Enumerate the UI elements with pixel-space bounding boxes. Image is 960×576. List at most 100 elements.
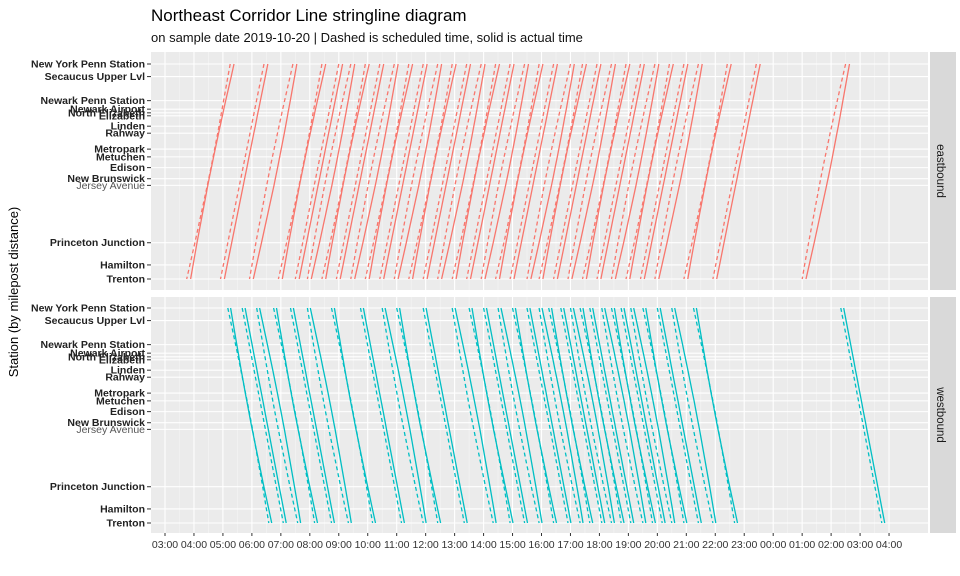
- y-tick-label: Metropark: [94, 144, 145, 156]
- actual-trace-westbound: [292, 307, 336, 524]
- x-tick-label: 08:00: [297, 539, 323, 551]
- scheduled-trace-westbound: [306, 307, 350, 524]
- actual-trace-westbound: [550, 307, 594, 524]
- actual-trace-eastbound: [614, 63, 660, 280]
- chart-subtitle: on sample date 2019-10-20 | Dashed is sc…: [151, 30, 583, 45]
- actual-trace-eastbound: [397, 63, 443, 280]
- actual-trace-westbound: [454, 307, 497, 524]
- strip-label-westbound: westbound: [934, 386, 946, 443]
- actual-trace-eastbound: [223, 63, 269, 280]
- scheduled-trace-eastbound: [639, 63, 685, 280]
- y-tick-label: Princeton Junction: [50, 481, 145, 493]
- actual-trace-westbound: [592, 307, 635, 524]
- actual-trace-eastbound: [411, 63, 457, 280]
- actual-trace-eastbound: [542, 63, 588, 280]
- y-tick-label: Edison: [110, 406, 145, 418]
- x-tick-label: 09:00: [326, 539, 352, 551]
- actual-trace-eastbound: [498, 63, 544, 280]
- actual-trace-eastbound: [189, 63, 235, 280]
- actual-trace-eastbound: [585, 63, 631, 280]
- scheduled-trace-eastbound: [422, 63, 468, 280]
- y-tick-label: Trenton: [107, 274, 146, 286]
- scheduled-trace-eastbound: [581, 63, 627, 280]
- y-tick-label: New York Penn Station: [31, 303, 145, 315]
- scheduled-trace-westbound: [451, 307, 494, 524]
- actual-trace-eastbound: [469, 63, 515, 280]
- actual-trace-westbound: [695, 307, 739, 524]
- actual-trace-westbound: [604, 307, 647, 524]
- actual-trace-westbound: [384, 307, 427, 524]
- scheduled-trace-westbound: [560, 307, 603, 524]
- actual-trace-westbound: [659, 307, 702, 524]
- x-tick-label: 22:00: [702, 539, 728, 551]
- scheduled-trace-westbound: [620, 307, 663, 524]
- y-tick-label: Trenton: [107, 518, 146, 530]
- scheduled-trace-westbound: [671, 307, 714, 524]
- y-tick-label: Princeton Junction: [50, 237, 145, 249]
- actual-trace-westbound: [258, 307, 302, 524]
- x-tick-label: 11:00: [384, 539, 410, 551]
- scheduled-trace-westbound: [482, 307, 526, 524]
- y-tick-label: Newark Airport: [70, 104, 145, 116]
- scheduled-trace-eastbound: [219, 63, 265, 280]
- x-tick-label: 04:00: [181, 539, 207, 551]
- actual-trace-eastbound: [513, 63, 559, 280]
- actual-trace-westbound: [514, 307, 558, 524]
- scheduled-trace-westbound: [569, 307, 613, 524]
- actual-trace-eastbound: [716, 63, 761, 280]
- actual-trace-eastbound: [556, 63, 602, 280]
- actual-trace-eastbound: [530, 63, 575, 280]
- scheduled-trace-eastbound: [306, 63, 352, 280]
- actual-trace-eastbound: [629, 63, 674, 280]
- scheduled-trace-eastbound: [625, 63, 671, 280]
- actual-trace-eastbound: [281, 63, 327, 280]
- chart-title: Northeast Corridor Line stringline diagr…: [151, 6, 467, 25]
- x-tick-label: 12:00: [413, 539, 439, 551]
- x-tick-label: 21:00: [673, 539, 699, 551]
- actual-trace-eastbound: [643, 63, 689, 280]
- y-tick-label: Newark Penn Station: [41, 339, 145, 351]
- scheduled-trace-eastbound: [321, 63, 366, 280]
- scheduled-trace-eastbound: [494, 63, 540, 280]
- scheduled-trace-eastbound: [538, 63, 584, 280]
- actual-trace-westbound: [362, 307, 406, 524]
- scheduled-trace-eastbound: [466, 63, 511, 280]
- strip-label-eastbound: eastbound: [934, 144, 946, 198]
- y-tick-label: Jersey Avenue: [76, 180, 145, 192]
- x-tick-label: 04:00: [876, 539, 902, 551]
- scheduled-trace-eastbound: [437, 63, 482, 280]
- actual-trace-eastbound: [805, 63, 851, 280]
- actual-trace-westbound: [485, 307, 529, 524]
- x-tick-label: 18:00: [586, 539, 612, 551]
- y-tick-label: Edison: [110, 162, 145, 174]
- actual-trace-westbound: [333, 307, 377, 524]
- actual-trace-eastbound: [310, 63, 356, 280]
- y-tick-label: North Elizabeth: [68, 107, 145, 119]
- actual-trace-westbound: [471, 307, 514, 524]
- actual-trace-westbound: [425, 307, 468, 524]
- scheduled-trace-westbound: [630, 307, 673, 524]
- scheduled-trace-eastbound: [408, 63, 453, 280]
- actual-trace-westbound: [633, 307, 676, 524]
- y-tick-label: Metuchen: [96, 395, 145, 407]
- scheduled-trace-westbound: [422, 307, 465, 524]
- y-tick-label: Metuchen: [96, 151, 145, 163]
- scheduled-trace-eastbound: [610, 63, 656, 280]
- actual-trace-eastbound: [368, 63, 414, 280]
- actual-trace-westbound: [613, 307, 657, 524]
- scheduled-trace-westbound: [656, 307, 700, 524]
- x-tick-label: 23:00: [731, 539, 757, 551]
- scheduled-trace-westbound: [526, 307, 569, 524]
- actual-trace-westbound: [563, 307, 606, 524]
- actual-trace-westbound: [582, 307, 625, 524]
- scheduled-trace-eastbound: [248, 63, 294, 280]
- actual-trace-eastbound: [658, 63, 703, 280]
- actual-trace-westbound: [244, 307, 287, 524]
- scheduled-trace-westbound: [538, 307, 581, 524]
- scheduled-trace-eastbound: [683, 63, 728, 280]
- scheduled-trace-westbound: [589, 307, 632, 524]
- scheduled-trace-eastbound: [393, 63, 439, 280]
- x-tick-label: 10:00: [355, 539, 381, 551]
- scheduled-trace-westbound: [497, 307, 540, 524]
